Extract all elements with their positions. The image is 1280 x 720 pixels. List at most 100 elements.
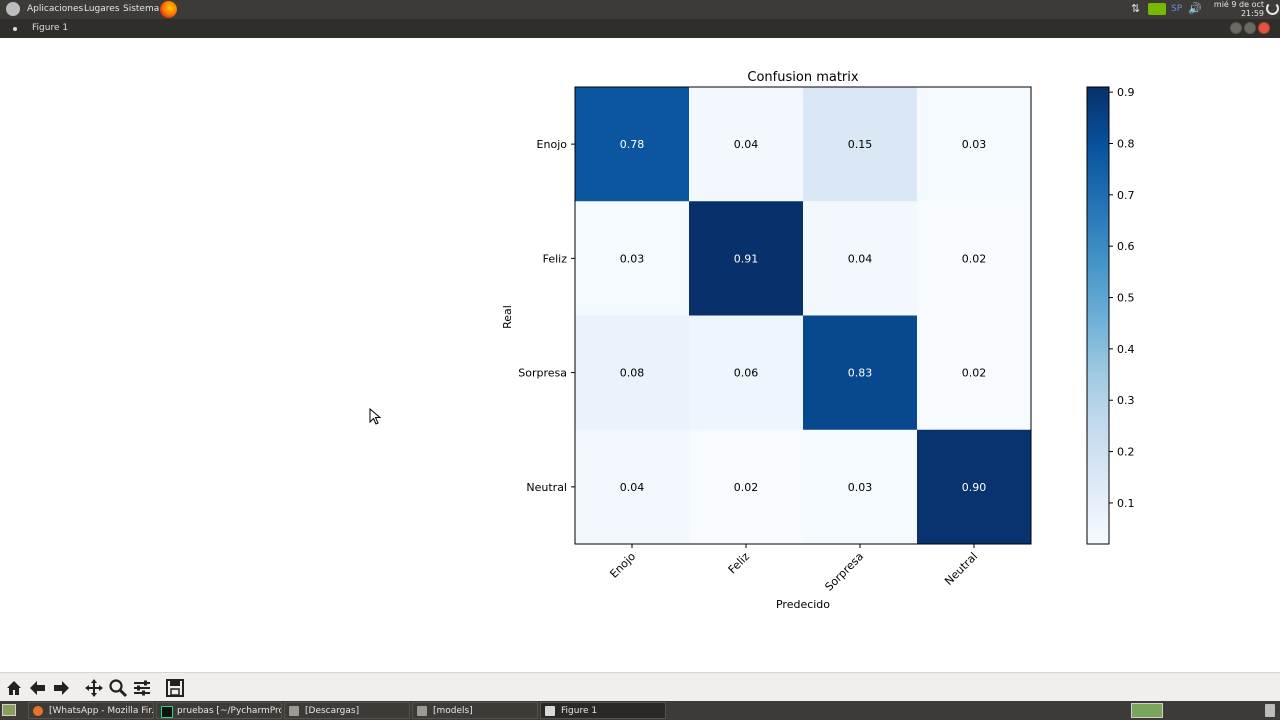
cell-value-label: 0.03 xyxy=(962,138,987,151)
colorbar-tick-label: 0.4 xyxy=(1117,343,1135,356)
heatmap-cell xyxy=(575,201,690,316)
heatmap-cell xyxy=(803,429,918,545)
heatmap-cell-labels: 0.78 0.04 0.15 0.03 0.03 0.91 0.04 0.02 0.08 0.06… xyxy=(620,138,987,494)
heatmap-cells xyxy=(575,87,1032,545)
menu-sistema[interactable]: Sistema xyxy=(123,4,160,14)
back-button[interactable] xyxy=(28,678,48,698)
task-whatsapp-firefox[interactable]: [WhatsApp - Mozilla Fir... xyxy=(28,702,154,719)
heatmap-cell xyxy=(575,315,690,431)
y-axis-ticks: Enojo Feliz Sorpresa Neutral xyxy=(518,138,575,494)
y-tick-label: Neutral xyxy=(526,481,567,494)
cell-value-label: 0.02 xyxy=(962,367,987,380)
y-axis-label: Real xyxy=(501,305,514,329)
taskbar: [WhatsApp - Mozilla Fir... pruebas [~/Py… xyxy=(0,701,1280,720)
trash-icon[interactable] xyxy=(1265,704,1275,717)
heatmap-cell xyxy=(803,315,918,431)
x-tick-label: Feliz xyxy=(726,550,753,577)
confusion-matrix-chart: Confusion matrix 0.78 0.04 0.15 0.03 0.03 0.9… xyxy=(501,70,1135,611)
cell-value-label: 0.02 xyxy=(734,481,759,494)
x-tick-label: Enojo xyxy=(607,550,638,581)
heatmap-cell xyxy=(689,87,804,202)
task-label: pruebas [~/PycharmPro... xyxy=(177,706,282,716)
task-label: [Descargas] xyxy=(305,706,360,716)
folder-icon xyxy=(289,706,299,716)
colorbar-tick-label: 0.7 xyxy=(1117,189,1135,202)
heatmap-cell xyxy=(575,87,690,202)
ubuntu-logo-icon[interactable] xyxy=(6,2,20,16)
pycharm-icon xyxy=(161,706,173,718)
task-models[interactable]: [models] xyxy=(412,702,538,719)
menu-aplicaciones[interactable]: Aplicaciones xyxy=(27,4,84,14)
configure-subplots-icon xyxy=(134,680,150,696)
heatmap-cell xyxy=(803,201,918,316)
x-tick-label: Neutral xyxy=(942,550,980,588)
close-button[interactable] xyxy=(1258,22,1270,34)
colorbar-tick-label: 0.6 xyxy=(1117,240,1135,253)
firefox-launcher-icon[interactable] xyxy=(160,1,177,18)
cell-value-label: 0.04 xyxy=(848,252,873,265)
nvidia-icon[interactable] xyxy=(1148,3,1166,15)
clock-date: mié 9 de oct xyxy=(1213,0,1264,9)
cell-value-label: 0.90 xyxy=(962,481,987,494)
y-tick-label: Enojo xyxy=(537,138,568,151)
heatmap-cell xyxy=(917,315,1032,431)
zoom-button[interactable] xyxy=(108,678,128,698)
cell-value-label: 0.03 xyxy=(848,481,873,494)
figure-toolbar xyxy=(0,672,1280,702)
keyboard-layout-indicator[interactable]: SP xyxy=(1171,4,1183,14)
window-title: Figure 1 xyxy=(32,23,69,33)
forward-button[interactable] xyxy=(51,678,71,698)
heatmap-cell xyxy=(917,87,1032,202)
figure-canvas[interactable]: Confusion matrix 0.78 0.04 0.15 0.03 0.03 0.9… xyxy=(0,38,1280,672)
heatmap-cell xyxy=(575,429,690,545)
maximize-button[interactable] xyxy=(1244,22,1256,34)
volume-icon[interactable]: 🔊 xyxy=(1188,2,1202,15)
zoom-icon xyxy=(109,679,128,698)
heatmap-cell xyxy=(689,315,804,431)
heatmap-cell xyxy=(803,87,918,202)
colorbar-tick-label: 0.3 xyxy=(1117,394,1135,407)
cell-value-label: 0.83 xyxy=(848,367,873,380)
plot-frame xyxy=(574,86,1032,545)
home-button[interactable] xyxy=(4,678,24,698)
colorbar-tick-label: 0.1 xyxy=(1117,497,1135,510)
colorbar-tick-label: 0.9 xyxy=(1117,86,1135,99)
clock[interactable]: mié 9 de oct 21:59 xyxy=(1206,0,1264,18)
cell-value-label: 0.78 xyxy=(620,138,645,151)
power-icon[interactable] xyxy=(1266,2,1279,15)
x-axis-label: Predecido xyxy=(776,598,830,611)
firefox-icon xyxy=(33,706,43,716)
pan-icon xyxy=(85,679,103,697)
task-label: Figure 1 xyxy=(561,706,598,716)
cell-value-label: 0.15 xyxy=(848,138,873,151)
task-descargas[interactable]: [Descargas] xyxy=(284,702,410,719)
y-tick-label: Sorpresa xyxy=(518,367,567,380)
heatmap-cell xyxy=(689,429,804,545)
clock-time: 21:59 xyxy=(1240,9,1264,18)
forward-arrow-icon xyxy=(54,681,69,695)
menu-lugares[interactable]: Lugares xyxy=(84,4,120,14)
pan-button[interactable] xyxy=(84,678,104,698)
network-icon[interactable]: ⇅ xyxy=(1131,2,1141,15)
heatmap-cell xyxy=(917,429,1032,545)
mouse-cursor-icon xyxy=(369,408,382,425)
configure-subplots-button[interactable] xyxy=(132,678,152,698)
window-titlebar[interactable]: Figure 1 xyxy=(0,19,1280,38)
minimize-button[interactable] xyxy=(1230,22,1242,34)
workspace-switcher[interactable] xyxy=(1131,703,1163,718)
heatmap-cell xyxy=(917,201,1032,316)
colorbar-tick-label: 0.2 xyxy=(1117,446,1135,459)
top-panel: Aplicaciones Lugares Sistema ⇅ SP 🔊 mié … xyxy=(0,0,1280,19)
window-menu-icon[interactable] xyxy=(13,27,17,31)
cell-value-label: 0.04 xyxy=(620,481,645,494)
save-icon xyxy=(166,679,184,697)
save-button[interactable] xyxy=(165,678,185,698)
back-arrow-icon xyxy=(30,681,45,695)
heatmap-cell xyxy=(689,201,804,316)
matplotlib-icon xyxy=(545,706,555,716)
y-tick-label: Feliz xyxy=(543,252,568,265)
show-desktop-icon[interactable] xyxy=(2,704,16,716)
task-pycharm[interactable]: pruebas [~/PycharmPro... xyxy=(156,702,282,719)
colorbar-tick-label: 0.5 xyxy=(1117,292,1135,305)
task-figure-1[interactable]: Figure 1 xyxy=(540,702,666,719)
